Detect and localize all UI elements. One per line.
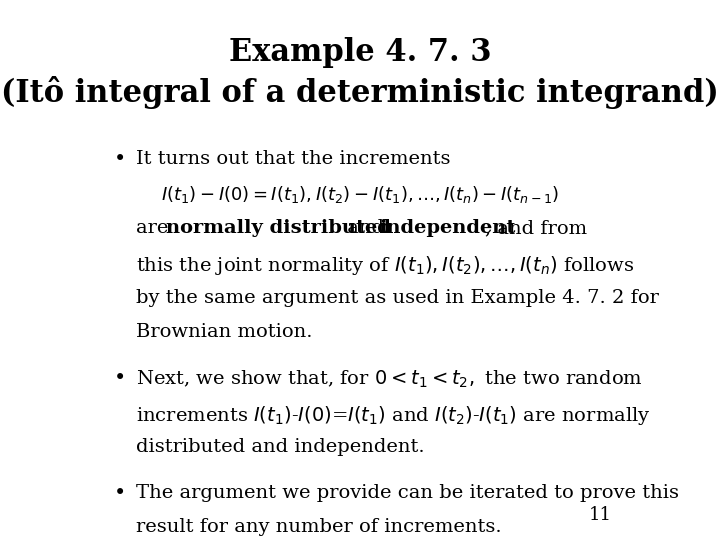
Text: independent: independent [379, 219, 516, 237]
Text: The argument we provide can be iterated to prove this: The argument we provide can be iterated … [136, 484, 679, 502]
Text: •: • [114, 150, 126, 168]
Text: Next, we show that, for $0 < t_1 < t_2,$ the two random: Next, we show that, for $0 < t_1 < t_2,$… [136, 369, 643, 390]
Text: Brownian motion.: Brownian motion. [136, 323, 312, 341]
Text: , and from: , and from [485, 219, 588, 237]
Text: Example 4. 7. 3
(Itô integral of a deterministic integrand): Example 4. 7. 3 (Itô integral of a deter… [1, 37, 719, 109]
Text: by the same argument as used in Example 4. 7. 2 for: by the same argument as used in Example … [136, 288, 659, 307]
Text: •: • [114, 369, 126, 388]
Text: normally distributed: normally distributed [166, 219, 391, 237]
Text: are: are [136, 219, 174, 237]
Text: 11: 11 [589, 506, 612, 524]
Text: distributed and independent.: distributed and independent. [136, 438, 425, 456]
Text: •: • [114, 484, 126, 503]
Text: $I(t_1) - I(0) = I(t_1), I(t_2) - I(t_1), \ldots , I(t_n) - I(t_{n-1})$: $I(t_1) - I(0) = I(t_1), I(t_2) - I(t_1)… [161, 184, 559, 205]
Text: It turns out that the increments: It turns out that the increments [136, 150, 451, 167]
Text: and: and [341, 219, 390, 237]
Text: result for any number of increments.: result for any number of increments. [136, 518, 502, 536]
Text: increments $I(t_1)$-$I(0)$=$I(t_1)$ and $I(t_2)$-$I(t_1)$ are normally: increments $I(t_1)$-$I(0)$=$I(t_1)$ and … [136, 403, 650, 427]
Text: this the joint normality of $I(t_1), I(t_2), \ldots ,I(t_n)$ follows: this the joint normality of $I(t_1), I(t… [136, 254, 634, 277]
